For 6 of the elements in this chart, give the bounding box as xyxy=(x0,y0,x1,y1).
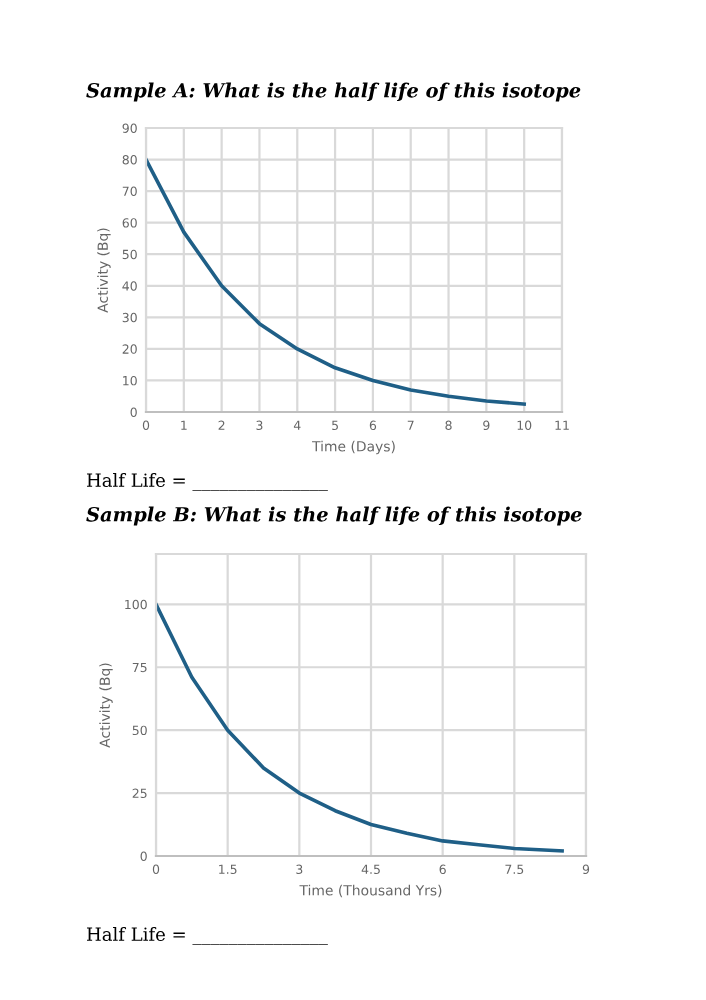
chart-title: Sample A: What is the half life of this isotope xyxy=(86,82,581,102)
text: Half Life = _______________ xyxy=(87,473,328,491)
chart-title: Sample B: What is the half life of this isotope xyxy=(86,506,582,526)
line-series xyxy=(146,157,526,406)
text: Half Life = _______________ xyxy=(87,927,328,945)
line-series xyxy=(156,602,564,853)
